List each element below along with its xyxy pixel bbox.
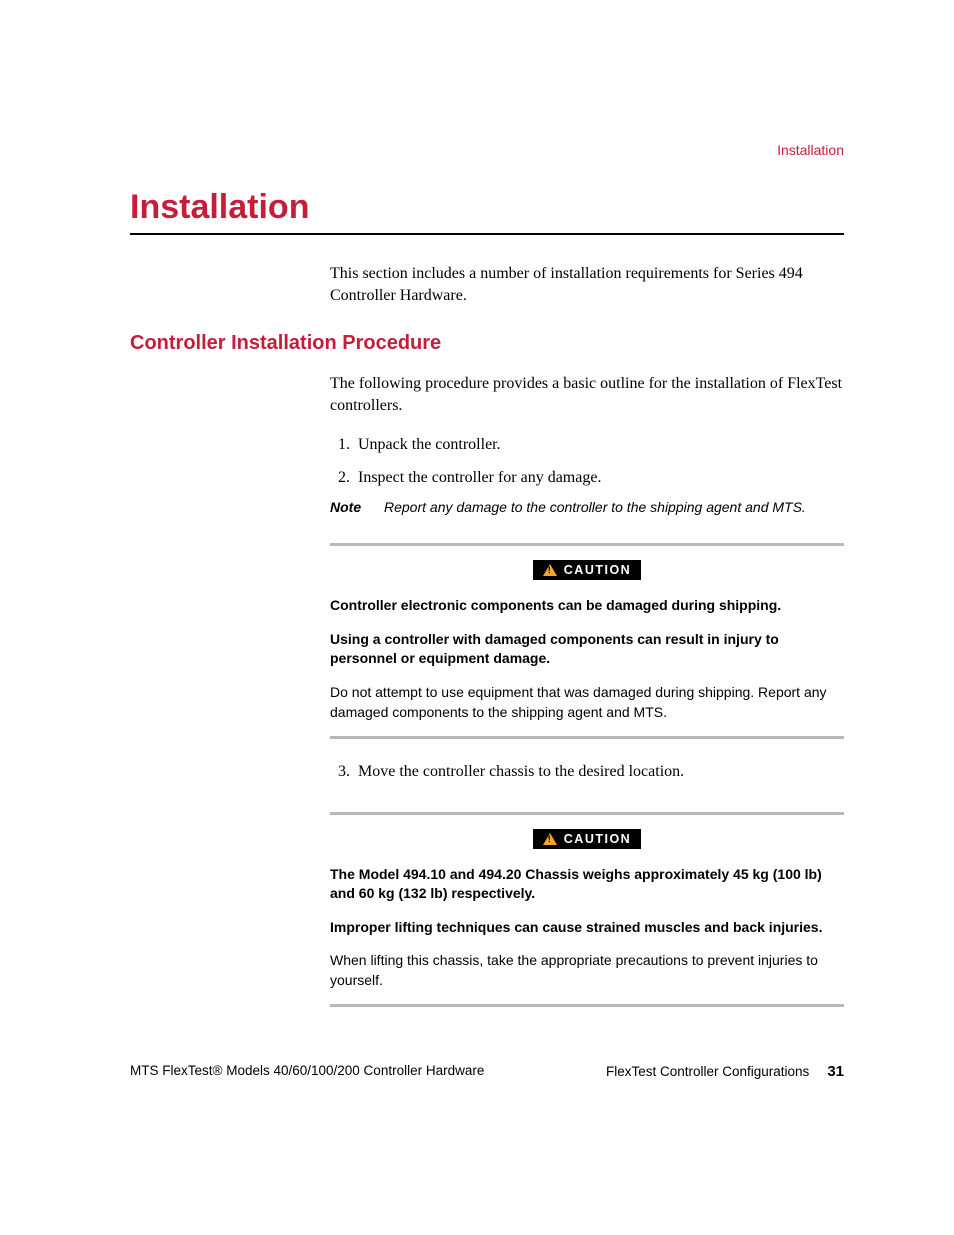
footer-right: FlexTest Controller Configurations 31 bbox=[606, 1063, 844, 1080]
caution-block: CAUTION The Model 494.10 and 494.20 Chas… bbox=[330, 812, 844, 1008]
caution-block: CAUTION Controller electronic components… bbox=[330, 543, 844, 739]
caution-badge-wrap: CAUTION bbox=[330, 829, 844, 849]
caution-badge-text: CAUTION bbox=[564, 563, 631, 577]
page: Installation Installation This section i… bbox=[0, 0, 954, 1235]
procedure-list-cont: 3. Move the controller chassis to the de… bbox=[330, 761, 844, 783]
caution-badge: CAUTION bbox=[533, 829, 641, 849]
page-title: Installation bbox=[130, 188, 844, 227]
warning-icon bbox=[543, 564, 557, 576]
list-item: 3. Move the controller chassis to the de… bbox=[330, 761, 844, 783]
note-label: Note bbox=[330, 499, 384, 515]
caution-body-text: Do not attempt to use equipment that was… bbox=[330, 683, 844, 722]
footer-section: FlexTest Controller Configurations bbox=[606, 1064, 809, 1079]
note-text: Report any damage to the controller to t… bbox=[384, 499, 806, 515]
step-text: Move the controller chassis to the desir… bbox=[358, 761, 684, 783]
caution-badge-wrap: CAUTION bbox=[330, 560, 844, 580]
section-heading: Controller Installation Procedure bbox=[130, 332, 844, 355]
step-number: 3. bbox=[330, 761, 358, 783]
caution-badge-text: CAUTION bbox=[564, 832, 631, 846]
running-header: Installation bbox=[777, 142, 844, 158]
caution-body-text: When lifting this chassis, take the appr… bbox=[330, 951, 844, 990]
step-number: 2. bbox=[330, 467, 358, 489]
list-item: 1. Unpack the controller. bbox=[330, 434, 844, 456]
title-rule bbox=[130, 233, 844, 235]
intro-paragraph: This section includes a number of instal… bbox=[330, 263, 844, 306]
warning-icon bbox=[543, 833, 557, 845]
caution-badge: CAUTION bbox=[533, 560, 641, 580]
caution-bold-text: The Model 494.10 and 494.20 Chassis weig… bbox=[330, 865, 844, 904]
step-text: Inspect the controller for any damage. bbox=[358, 467, 601, 489]
caution-bold-text: Improper lifting techniques can cause st… bbox=[330, 918, 844, 938]
caution-bold-text: Controller electronic components can be … bbox=[330, 596, 844, 616]
note: Note Report any damage to the controller… bbox=[330, 499, 844, 515]
step-text: Unpack the controller. bbox=[358, 434, 501, 456]
list-item: 2. Inspect the controller for any damage… bbox=[330, 467, 844, 489]
procedure-list: 1. Unpack the controller. 2. Inspect the… bbox=[330, 434, 844, 489]
page-footer: MTS FlexTest® Models 40/60/100/200 Contr… bbox=[130, 1063, 844, 1080]
page-number: 31 bbox=[827, 1063, 844, 1080]
caution-bold-text: Using a controller with damaged componen… bbox=[330, 630, 844, 669]
step-number: 1. bbox=[330, 434, 358, 456]
footer-left: MTS FlexTest® Models 40/60/100/200 Contr… bbox=[130, 1063, 484, 1080]
section-intro: The following procedure provides a basic… bbox=[330, 373, 844, 416]
